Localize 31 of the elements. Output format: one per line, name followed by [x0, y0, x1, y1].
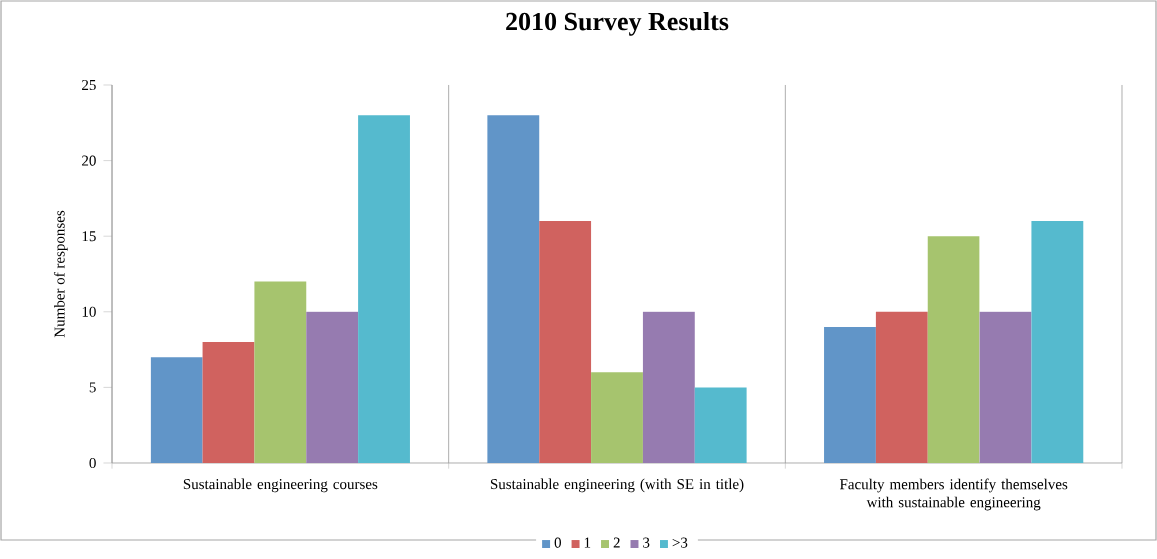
bar: [487, 115, 540, 464]
bar: [1031, 221, 1084, 464]
chart-title: 2010 Survey Results: [506, 12, 729, 36]
bar: [150, 357, 203, 464]
bar: [927, 236, 980, 464]
legend-label: 2: [613, 537, 620, 548]
y-axis-title: Number of responses: [53, 211, 68, 338]
bar: [202, 342, 255, 464]
bar: [539, 221, 592, 464]
y-tick-label: 10: [82, 306, 96, 318]
y-tick-label: 20: [82, 155, 96, 166]
bar: [306, 312, 359, 464]
legend-label: 1: [584, 537, 591, 548]
x-tick-label: Sustainable engineering courses: [183, 478, 378, 493]
legend-label: 3: [643, 537, 650, 548]
y-tick-label: 0: [89, 458, 96, 469]
bar: [358, 115, 410, 464]
bar: [875, 312, 928, 464]
bar: [979, 312, 1032, 464]
bar: [254, 281, 307, 464]
bar: [694, 387, 747, 464]
legend-label: 0: [554, 537, 561, 548]
bar: [591, 372, 643, 464]
y-tick-label: 5: [89, 382, 96, 393]
bar: [824, 327, 876, 464]
bar: [642, 312, 695, 464]
x-tick-label: Sustainable engineering (with SE in title): [490, 478, 744, 493]
x-tick-label: Faculty members identify themselves with sustainable engineering: [839, 478, 1068, 511]
legend-label: >3: [672, 537, 688, 548]
y-tick-label: 25: [82, 80, 96, 91]
y-tick-label: 15: [82, 231, 96, 242]
